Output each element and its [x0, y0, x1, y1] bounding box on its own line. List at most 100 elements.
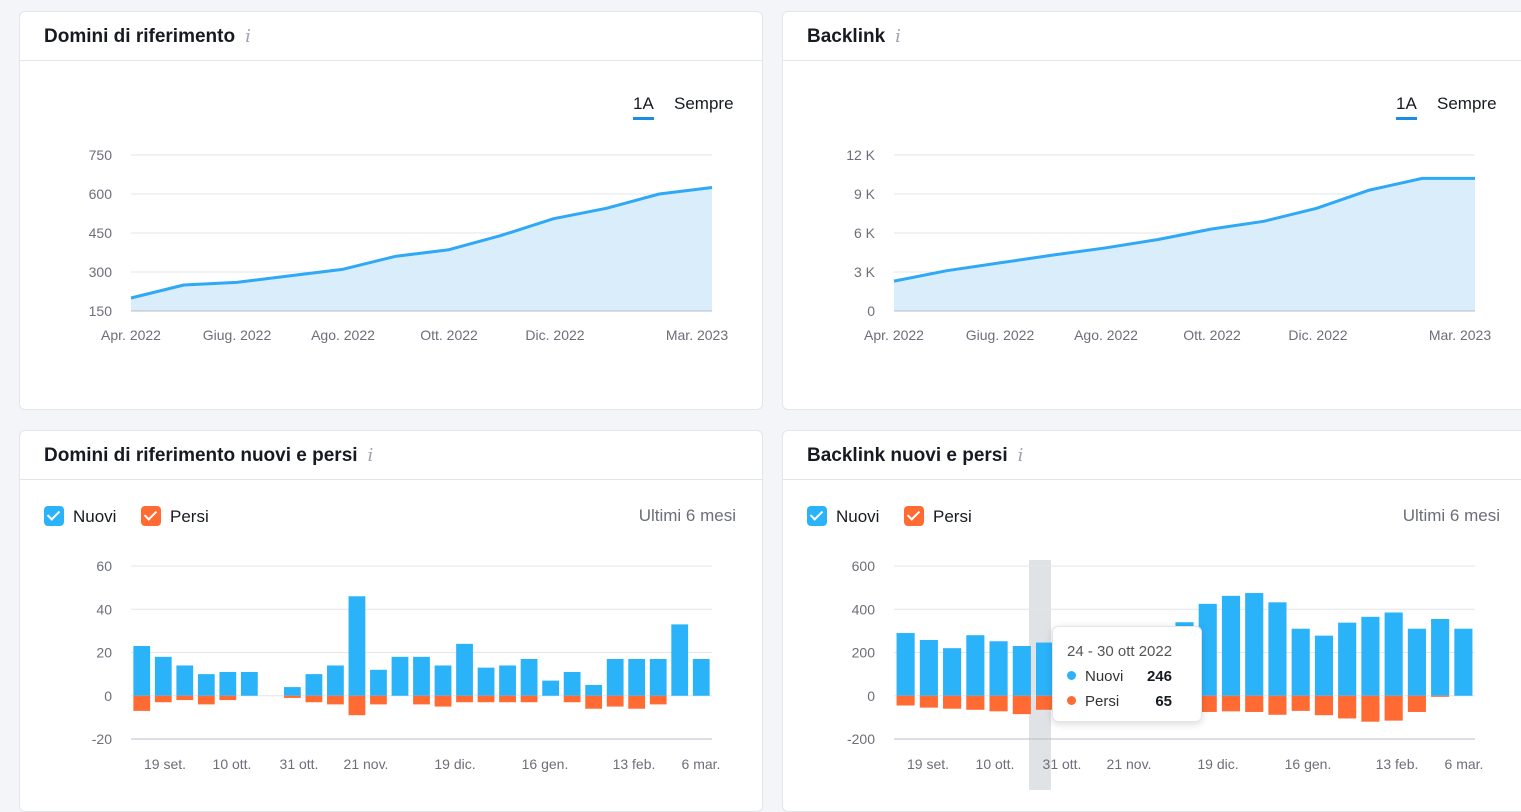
y-tick-label: 60 — [96, 558, 112, 574]
bar-lost — [563, 695, 581, 703]
x-tick-label: Ott. 2022 — [1183, 327, 1241, 343]
bar-new — [456, 643, 473, 696]
legend-lost-label: Persi — [170, 507, 209, 526]
bar-lost — [305, 695, 323, 703]
backlinks-title: Backlink i — [807, 26, 901, 47]
info-icon[interactable]: i — [1017, 445, 1024, 466]
bar-lost — [1198, 695, 1217, 712]
x-tick-label: Ott. 2022 — [420, 327, 478, 343]
info-icon[interactable]: i — [895, 26, 901, 47]
tooltip-new-value: 246 — [1146, 668, 1172, 685]
y-tick-label: 12 K — [846, 147, 875, 163]
bar-new — [520, 658, 538, 696]
x-tick-label: 19 set. — [144, 756, 186, 772]
bar-lost — [370, 695, 387, 705]
x-tick-label: 19 dic. — [434, 756, 475, 772]
x-tick-label: Ago. 2022 — [1074, 327, 1138, 343]
bar-new — [585, 684, 603, 696]
bar-new — [1431, 618, 1450, 696]
bar-new — [1407, 628, 1426, 696]
bar-new — [692, 658, 710, 696]
bar-new — [1035, 642, 1055, 696]
bar-lost — [1268, 695, 1287, 715]
legend-lost-checkbox[interactable]: Persi — [904, 506, 972, 527]
x-tick-label: Apr. 2022 — [864, 327, 924, 343]
new-dot-icon — [1067, 671, 1076, 680]
bar-lost — [1221, 695, 1241, 712]
bar-new — [896, 633, 915, 696]
y-tick-label: 600 — [89, 186, 113, 202]
y-tick-label: 0 — [867, 303, 875, 319]
x-tick-label: Apr. 2022 — [101, 327, 161, 343]
x-tick-label: Mar. 2023 — [666, 327, 728, 343]
bar-new — [197, 674, 215, 696]
y-tick-label: 300 — [89, 264, 113, 280]
y-tick-label: 600 — [852, 558, 876, 574]
tab-1a[interactable]: 1A — [1396, 94, 1417, 120]
bar-lost — [1407, 695, 1426, 712]
bar-new — [348, 596, 366, 696]
bar-lost — [1245, 695, 1264, 712]
legend-new-label: Nuovi — [836, 507, 880, 526]
series-line — [130, 186, 713, 300]
x-tick-label: Mar. 2023 — [1429, 327, 1491, 343]
bar-new — [542, 680, 560, 696]
info-icon[interactable]: i — [245, 26, 251, 47]
y-tick-label: -20 — [92, 731, 112, 747]
range-label: Ultimi 6 mesi — [1402, 506, 1500, 525]
y-tick-label: 400 — [852, 601, 876, 617]
checkbox-checked-icon — [904, 506, 924, 526]
x-tick-label: Giug. 2022 — [203, 327, 272, 343]
bar-new — [671, 624, 689, 696]
x-tick-label: 31 ott. — [1043, 756, 1082, 772]
x-tick-label: Dic. 2022 — [1288, 327, 1347, 343]
bar-new — [1361, 616, 1380, 696]
bar-lost — [456, 695, 473, 703]
bar-new — [1012, 646, 1031, 696]
checkbox-checked-icon — [141, 506, 161, 526]
bar-lost — [989, 695, 1008, 712]
bar-lost — [477, 695, 495, 703]
bar-lost — [219, 695, 237, 701]
tab-sempre[interactable]: Sempre — [1437, 94, 1497, 113]
bar-new — [989, 641, 1008, 696]
bar-lost — [1361, 695, 1380, 722]
bar-new — [919, 639, 938, 696]
legend-new-checkbox[interactable]: Nuovi — [44, 506, 116, 527]
checkbox-checked-icon — [44, 506, 64, 526]
bar-new — [1454, 628, 1473, 696]
bar-lost — [176, 695, 194, 701]
bar-new — [133, 646, 151, 696]
bar-new — [477, 667, 495, 696]
bar-lost — [413, 695, 430, 705]
x-tick-label: 6 mar. — [1445, 756, 1484, 772]
legend-lost-checkbox[interactable]: Persi — [141, 506, 209, 527]
legend-lost-label: Persi — [933, 507, 972, 526]
bar-new — [563, 671, 581, 696]
tab-sempre[interactable]: Sempre — [674, 94, 734, 113]
y-tick-label: 0 — [867, 688, 875, 704]
y-tick-label: -200 — [847, 731, 875, 747]
y-tick-label: 0 — [104, 688, 112, 704]
series-line — [893, 176, 1475, 283]
lost-dot-icon — [1067, 696, 1076, 705]
legend-new-checkbox[interactable]: Nuovi — [807, 506, 879, 527]
tooltip-lost-row: Persi — [1067, 693, 1119, 710]
tab-1a[interactable]: 1A — [633, 94, 654, 120]
bar-new — [628, 658, 646, 696]
area-fill — [131, 187, 712, 311]
bar-new — [1245, 593, 1264, 696]
bar-new — [1314, 635, 1334, 696]
bar-lost — [520, 695, 538, 703]
bar-new — [370, 669, 387, 696]
bar-new — [413, 656, 430, 696]
tooltip-lost-value: 65 — [1155, 693, 1172, 710]
new-lost-domains-card: Domini di riferimento nuovi e persi i — [19, 430, 763, 812]
y-tick-label: 200 — [852, 645, 876, 661]
y-tick-label: 9 K — [854, 186, 876, 202]
info-icon[interactable]: i — [367, 445, 374, 466]
x-tick-label: Dic. 2022 — [525, 327, 584, 343]
area-fill — [894, 178, 1475, 311]
bar-lost — [585, 695, 603, 709]
tooltip-date: 24 - 30 ott 2022 — [1067, 643, 1173, 660]
